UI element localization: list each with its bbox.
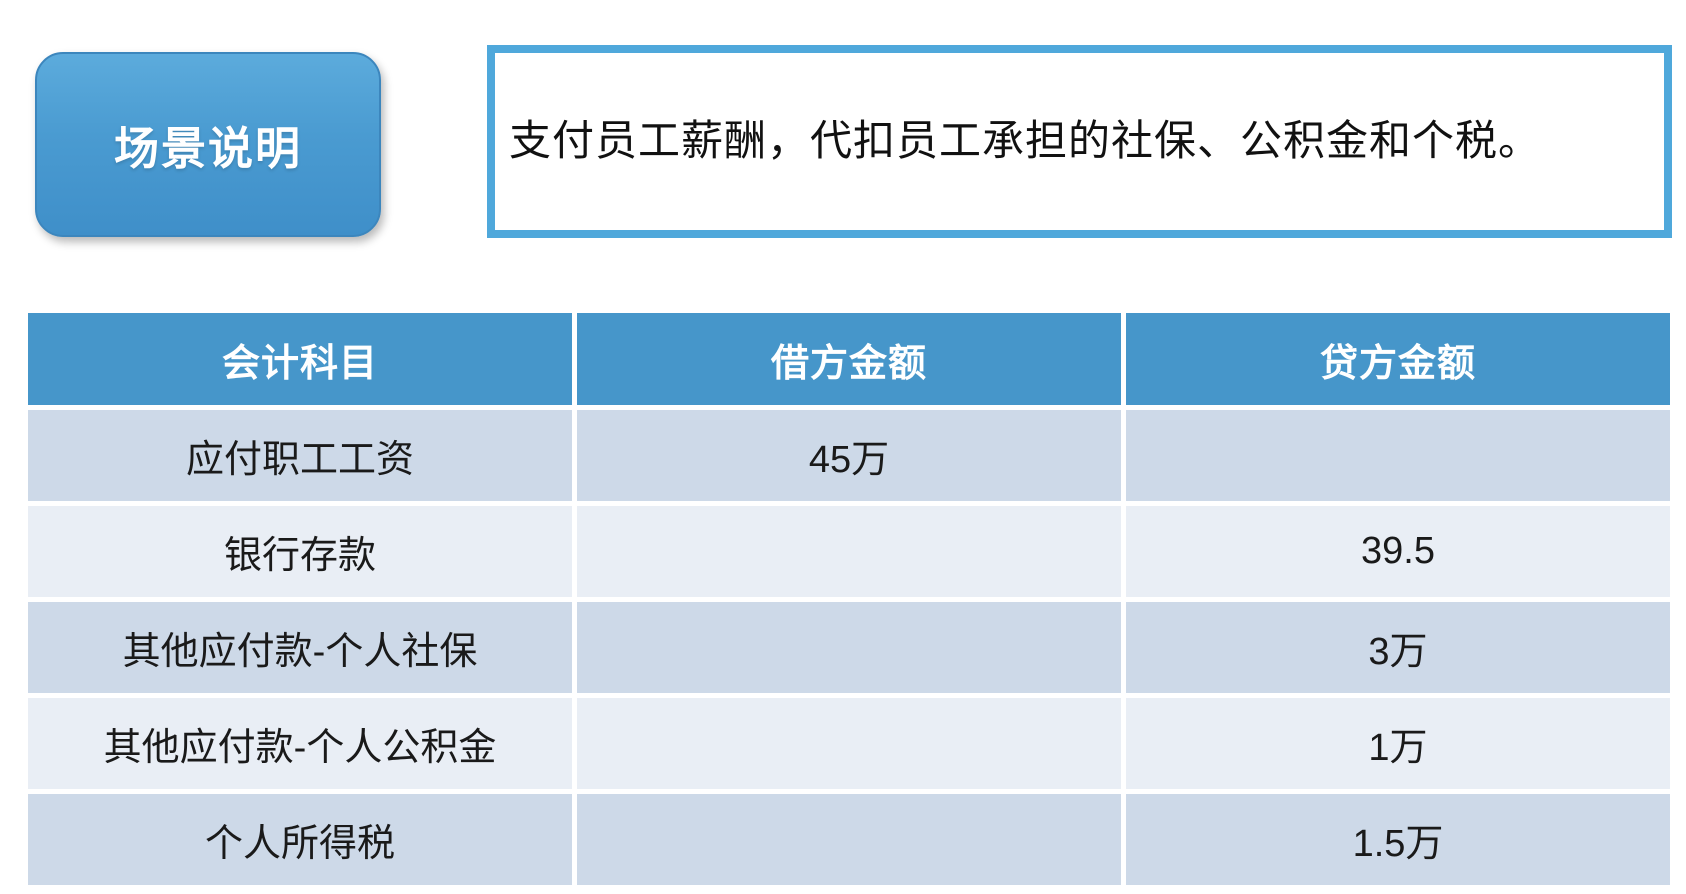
subject-cell: 应付职工工资 [28, 410, 572, 501]
debit-cell: 45万 [577, 410, 1121, 501]
credit-cell: 1.5万 [1126, 794, 1670, 885]
column-header-credit: 贷方金额 [1126, 313, 1670, 405]
table-row: 其他应付款-个人公积金 1万 [28, 698, 1670, 789]
table-row: 银行存款 39.5 [28, 506, 1670, 597]
scenario-badge-label: 场景说明 [113, 123, 302, 174]
scenario-badge: 场景说明 [35, 52, 381, 237]
debit-cell [577, 602, 1121, 693]
debit-cell [577, 698, 1121, 789]
journal-table-body: 应付职工工资 45万 银行存款 39.5 其他应付款-个人社保 3万 其他应付款-个人公积金… [28, 410, 1670, 885]
subject-cell: 个人所得税 [28, 794, 572, 885]
scenario-description-text: 支付员工薪酬，代扣员工承担的社保、公积金和个税。 [509, 117, 1542, 165]
table-row: 个人所得税 1.5万 [28, 794, 1670, 885]
debit-cell [577, 794, 1121, 885]
column-header-debit: 借方金额 [577, 313, 1121, 405]
journal-entry-table: 会计科目 借方金额 贷方金额 应付职工工资 45万 银行存款 39.5 其他应付款-个人… [23, 308, 1675, 890]
credit-cell: 1万 [1126, 698, 1670, 789]
subject-cell: 其他应付款-个人公积金 [28, 698, 572, 789]
credit-cell: 39.5 [1126, 506, 1670, 597]
header-row: 会计科目 借方金额 贷方金额 [28, 313, 1670, 405]
credit-cell [1126, 410, 1670, 501]
table-row: 其他应付款-个人社保 3万 [28, 602, 1670, 693]
table-row: 应付职工工资 45万 [28, 410, 1670, 501]
scenario-description-box: 支付员工薪酬，代扣员工承担的社保、公积金和个税。 [487, 45, 1672, 238]
subject-cell: 其他应付款-个人社保 [28, 602, 572, 693]
credit-cell: 3万 [1126, 602, 1670, 693]
subject-cell: 银行存款 [28, 506, 572, 597]
debit-cell [577, 506, 1121, 597]
column-header-subject: 会计科目 [28, 313, 572, 405]
journal-table-header: 会计科目 借方金额 贷方金额 [28, 313, 1670, 405]
